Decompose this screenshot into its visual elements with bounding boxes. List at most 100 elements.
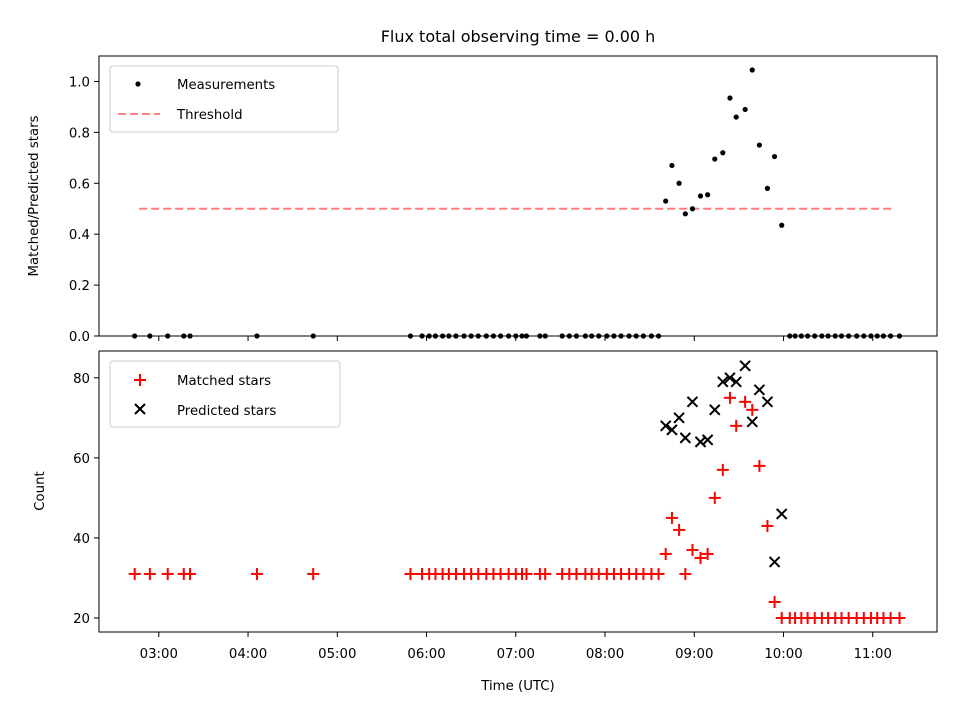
matched-stars-point	[708, 491, 721, 504]
matched-stars-point	[746, 403, 759, 416]
predicted-stars-point	[739, 360, 751, 372]
bottom-y-axis-label: Count	[33, 471, 48, 511]
predicted-stars-point	[679, 432, 692, 444]
legend-label-threshold: Threshold	[176, 108, 243, 123]
measurements-point	[682, 211, 688, 217]
legend-marker-matched-stars	[134, 374, 146, 386]
predicted-stars-point	[709, 404, 721, 416]
y-tick-label: 80	[73, 372, 90, 387]
top-legend: Measurements Threshold	[109, 65, 339, 133]
predicted-stars-point	[776, 508, 788, 520]
x-tick-label: 04:00	[229, 647, 267, 662]
measurements-point	[764, 185, 771, 191]
measurements-point	[663, 198, 669, 204]
measurements-point	[720, 150, 726, 156]
measurements-point	[727, 95, 733, 101]
predicted-stars-point	[673, 412, 685, 424]
y-tick-label: 0.6	[69, 177, 90, 192]
matched-stars-point	[761, 519, 774, 532]
x-axis-label: Time (UTC)	[480, 679, 555, 694]
x-tick-label: 03:00	[140, 647, 178, 662]
legend-marker-predicted-stars	[134, 403, 146, 415]
measurements-point	[669, 162, 675, 169]
matched-stars-point	[686, 543, 699, 556]
matched-stars-point	[739, 395, 752, 408]
measurements-point	[771, 153, 778, 160]
predicted-stars-point	[761, 396, 774, 408]
x-tick-label: 11:00	[854, 647, 892, 662]
matched-stars-point	[143, 567, 156, 580]
matched-stars-point	[161, 567, 174, 580]
matched-stars-point	[652, 567, 665, 580]
measurements-point	[756, 142, 763, 148]
predicted-stars-point	[686, 396, 699, 408]
measurements-point	[689, 206, 696, 212]
measurements-point	[733, 114, 739, 120]
y-tick-label: 0.0	[69, 330, 90, 345]
legend-marker-measurements	[135, 81, 141, 87]
matched-stars-point	[184, 567, 197, 580]
x-tick-label: 06:00	[407, 647, 445, 662]
measurements-point	[705, 192, 711, 198]
matched-stars-point	[694, 551, 707, 564]
matched-stars-point	[716, 463, 729, 476]
predicted-stars-point	[768, 556, 781, 568]
matched-stars-point	[673, 523, 686, 536]
predicted-stars-point	[746, 416, 758, 428]
y-tick-label: 1.0	[69, 75, 90, 90]
matched-stars-point	[128, 567, 141, 580]
measurements-point	[712, 156, 718, 162]
x-tick-label: 07:00	[497, 647, 535, 662]
matched-stars-point	[753, 459, 766, 472]
bottom-legend-box	[109, 360, 341, 428]
matched-stars-point	[768, 595, 781, 608]
top-axes-frame	[98, 55, 938, 337]
matched-stars-point	[520, 567, 533, 580]
legend-label-predicted-stars: Predicted stars	[177, 404, 276, 419]
matched-stars-point	[665, 511, 678, 524]
legend-label-measurements: Measurements	[177, 78, 275, 93]
top-plot-area	[132, 67, 903, 339]
measurements-point	[676, 180, 682, 186]
top-y-axis-label: Matched/Predicted stars	[27, 115, 42, 276]
matched-stars-point	[250, 567, 263, 580]
measurements-point	[697, 193, 704, 199]
predicted-stars-point	[753, 384, 766, 396]
y-tick-label: 0.2	[69, 279, 90, 294]
measurements-point	[749, 67, 755, 73]
bottom-x-ticks: 03:00 04:00 05:00 06:00 07:00 08:00 09:00 10:00…	[140, 632, 892, 662]
x-tick-label: 09:00	[675, 647, 713, 662]
matched-stars-point	[404, 567, 417, 580]
x-tick-label: 10:00	[764, 647, 802, 662]
top-panel: 0.0 0.2 0.4 0.6 0.8 1.0 Matched/Predicted sta…	[27, 55, 938, 345]
measurements-point	[742, 106, 748, 113]
bottom-legend: Matched stars Predicted stars	[109, 360, 341, 428]
x-tick-label: 05:00	[318, 647, 356, 662]
chart-title: Flux total observing time = 0.00 h	[381, 27, 656, 46]
top-legend-box	[109, 65, 339, 133]
y-tick-label: 0.4	[69, 228, 90, 243]
matched-stars-point	[723, 391, 736, 404]
x-tick-label: 08:00	[586, 647, 624, 662]
predicted-stars-point	[701, 434, 714, 446]
y-tick-label: 60	[73, 452, 90, 467]
bottom-plot-area	[128, 360, 906, 624]
predicted-stars-point	[724, 372, 736, 384]
y-tick-label: 0.8	[69, 126, 90, 141]
matched-stars-point	[893, 611, 906, 624]
predicted-stars-point	[694, 436, 707, 448]
measurements-point	[779, 222, 785, 228]
predicted-stars-point	[659, 420, 672, 432]
bottom-axes-frame	[98, 350, 938, 633]
predicted-stars-point	[666, 424, 678, 436]
matched-stars-point	[307, 567, 320, 580]
matched-stars-point	[659, 547, 672, 560]
matched-stars-point	[539, 567, 552, 580]
matched-stars-point	[730, 419, 743, 432]
y-tick-label: 40	[73, 532, 90, 547]
matched-stars-point	[679, 567, 692, 580]
predicted-stars-point	[730, 376, 742, 388]
bottom-y-ticks: 20 40 60 80	[73, 372, 99, 627]
